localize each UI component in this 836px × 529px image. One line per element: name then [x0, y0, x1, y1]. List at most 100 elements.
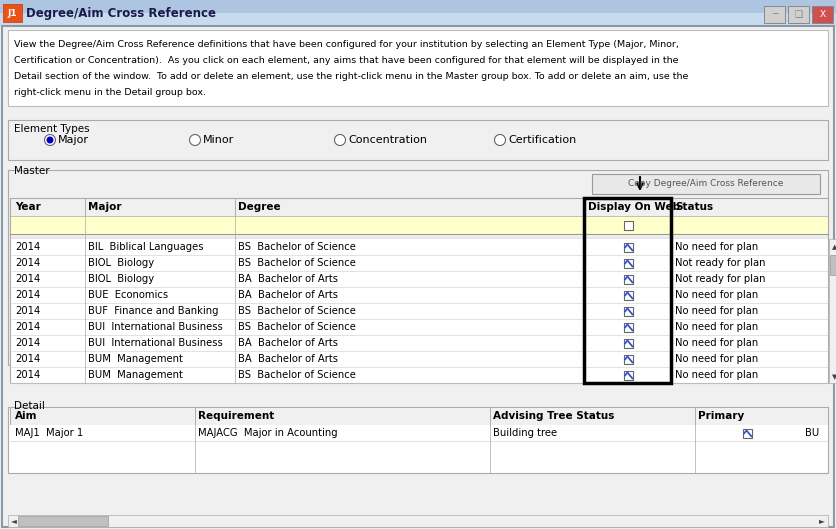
Text: Year: Year	[15, 202, 41, 212]
Text: Certification: Certification	[508, 135, 576, 145]
Text: No need for plan: No need for plan	[675, 306, 758, 316]
Text: BS  Bachelor of Science: BS Bachelor of Science	[238, 370, 356, 380]
Bar	[624, 339, 633, 348]
Bar	[10, 303, 828, 319]
Text: No need for plan: No need for plan	[675, 323, 758, 333]
Bar	[10, 407, 828, 425]
Text: BU: BU	[805, 428, 819, 439]
Text: BA  Bachelor of Arts: BA Bachelor of Arts	[238, 275, 338, 285]
Bar	[10, 216, 828, 234]
Bar	[10, 367, 828, 383]
Text: No need for plan: No need for plan	[675, 242, 758, 252]
Bar	[10, 425, 828, 441]
Text: Detail section of the window.  To add or delete an element, use the right-click : Detail section of the window. To add or …	[14, 72, 688, 81]
Bar	[8, 30, 828, 106]
Text: X: X	[819, 10, 826, 19]
Text: Major: Major	[58, 135, 89, 145]
Text: BUM  Management: BUM Management	[88, 370, 183, 380]
Text: Element Types: Element Types	[14, 124, 89, 134]
Bar	[624, 354, 633, 363]
Bar	[10, 287, 828, 303]
Bar	[788, 6, 809, 23]
Bar	[10, 198, 828, 216]
Text: Display On Web: Display On Web	[588, 202, 681, 212]
Text: BS  Bachelor of Science: BS Bachelor of Science	[238, 259, 356, 269]
Bar	[10, 335, 828, 351]
Text: Degree/Aim Cross Reference: Degree/Aim Cross Reference	[26, 6, 216, 20]
Text: 2014: 2014	[15, 275, 40, 285]
Text: 2014: 2014	[15, 323, 40, 333]
Text: MAJ1  Major 1: MAJ1 Major 1	[15, 428, 84, 439]
Text: BUI  International Business: BUI International Business	[88, 323, 222, 333]
Bar	[624, 323, 633, 332]
Text: Advising Tree Status: Advising Tree Status	[493, 411, 614, 421]
Bar	[624, 306, 633, 315]
Circle shape	[495, 134, 506, 145]
Bar	[592, 174, 820, 194]
Bar	[3, 4, 22, 22]
Text: Copy Degree/Aim Cross Reference: Copy Degree/Aim Cross Reference	[629, 179, 783, 188]
Bar	[764, 6, 785, 23]
Text: 2014: 2014	[15, 370, 40, 380]
Text: ◄: ◄	[11, 516, 17, 525]
Bar	[10, 319, 828, 335]
Text: Requirement: Requirement	[198, 411, 274, 421]
Text: Master: Master	[14, 166, 49, 176]
Bar	[830, 255, 836, 275]
Text: ─: ─	[772, 10, 777, 19]
Bar	[743, 428, 752, 437]
Text: No need for plan: No need for plan	[675, 354, 758, 364]
Text: J1: J1	[8, 8, 18, 17]
Text: Minor: Minor	[203, 135, 234, 145]
Text: BA  Bachelor of Arts: BA Bachelor of Arts	[238, 339, 338, 349]
Bar	[10, 255, 828, 271]
Text: Degree: Degree	[238, 202, 281, 212]
Bar	[624, 290, 633, 299]
Text: BIOL  Biology: BIOL Biology	[88, 259, 154, 269]
Bar	[812, 6, 833, 23]
Text: 2014: 2014	[15, 354, 40, 364]
Text: No need for plan: No need for plan	[675, 370, 758, 380]
Text: 2014: 2014	[15, 339, 40, 349]
Text: BIOL  Biology: BIOL Biology	[88, 275, 154, 285]
Bar	[10, 198, 828, 383]
Bar	[829, 239, 836, 383]
Bar	[624, 370, 633, 379]
Bar	[10, 216, 828, 234]
Text: 2014: 2014	[15, 259, 40, 269]
Text: No need for plan: No need for plan	[675, 339, 758, 349]
Bar	[624, 275, 633, 284]
Bar	[624, 259, 633, 268]
Text: BA  Bachelor of Arts: BA Bachelor of Arts	[238, 290, 338, 300]
Bar	[8, 170, 828, 365]
Text: BIL  Biblical Languages: BIL Biblical Languages	[88, 242, 203, 252]
Bar	[10, 239, 828, 255]
Bar	[10, 407, 828, 425]
Bar	[10, 351, 828, 367]
Bar	[624, 221, 633, 230]
Text: View the Degree/Aim Cross Reference definitions that have been configured for yo: View the Degree/Aim Cross Reference defi…	[14, 40, 679, 49]
Text: Status: Status	[675, 202, 713, 212]
Bar	[8, 407, 828, 473]
Text: BUE  Economics: BUE Economics	[88, 290, 168, 300]
Text: Concentration: Concentration	[348, 135, 427, 145]
Circle shape	[47, 136, 54, 143]
Bar	[10, 271, 828, 287]
Circle shape	[44, 134, 55, 145]
Text: Building tree: Building tree	[493, 428, 557, 439]
Text: ►: ►	[819, 516, 825, 525]
Text: BS  Bachelor of Science: BS Bachelor of Science	[238, 323, 356, 333]
Text: Detail: Detail	[14, 401, 45, 411]
Text: Aim: Aim	[15, 411, 38, 421]
Circle shape	[334, 134, 345, 145]
Text: BA  Bachelor of Arts: BA Bachelor of Arts	[238, 354, 338, 364]
Bar	[8, 515, 828, 527]
Bar	[10, 198, 828, 216]
Circle shape	[190, 134, 201, 145]
Bar	[0, 13, 836, 26]
Text: ▼: ▼	[833, 374, 836, 380]
Text: BS  Bachelor of Science: BS Bachelor of Science	[238, 242, 356, 252]
Bar	[18, 516, 108, 526]
Text: BS  Bachelor of Science: BS Bachelor of Science	[238, 306, 356, 316]
Text: MAJACG  Major in Acounting: MAJACG Major in Acounting	[198, 428, 338, 439]
